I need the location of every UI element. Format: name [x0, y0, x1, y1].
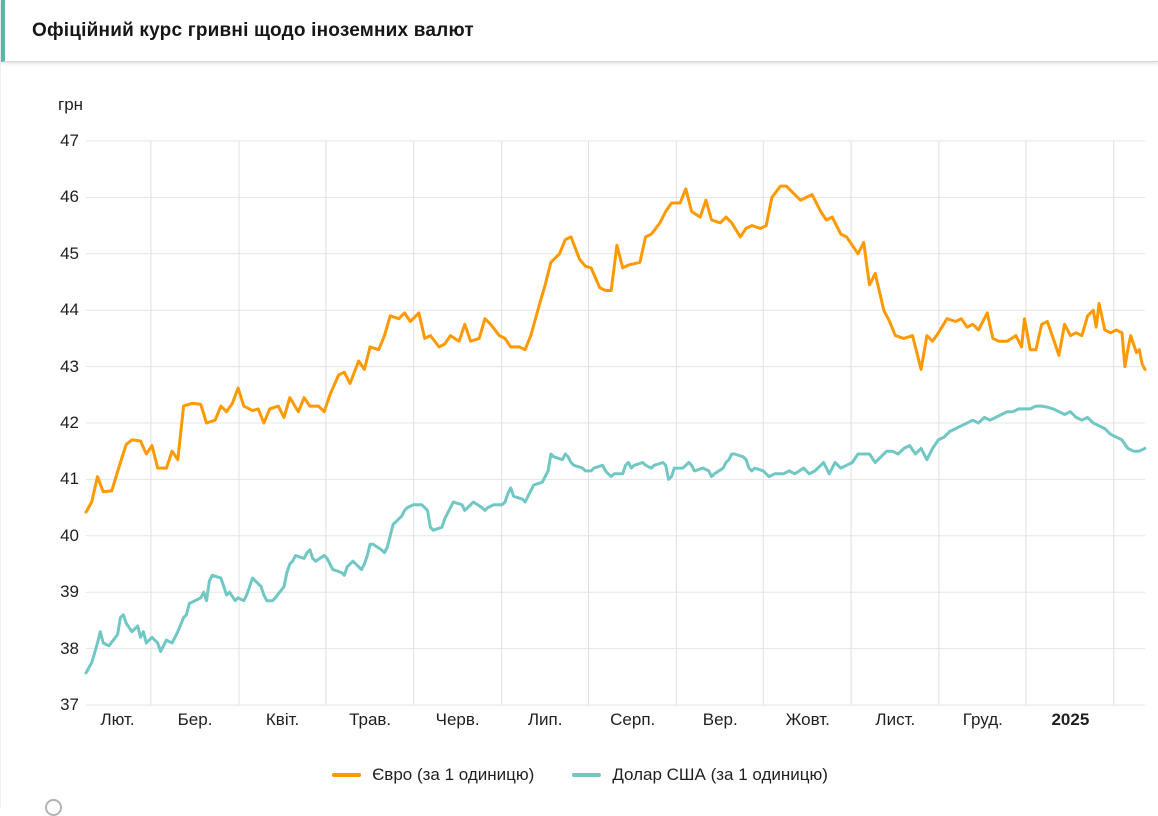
x-tick-label: Серп. [610, 710, 656, 729]
x-tick-label: 2025 [1051, 710, 1090, 729]
legend-dash-icon [332, 773, 362, 777]
y-tick-label: 39 [60, 582, 79, 602]
x-tick-label: Лист. [875, 710, 916, 729]
x-tick-label: Вер. [702, 710, 738, 729]
series-line-usd[interactable] [84, 404, 1147, 675]
y-tick-label: 45 [60, 243, 79, 263]
y-tick-label: 47 [60, 131, 79, 150]
legend-item-usd: Долар США (за 1 одиницю) [572, 765, 828, 785]
y-axis-unit-label: грн [58, 95, 84, 114]
chart-legend: Євро (за 1 одиницю) Долар США (за 1 одини… [1, 765, 1158, 785]
card-header: Офіційний курс гривні щодо іноземних вал… [1, 0, 1158, 62]
x-tick-label: Лип. [527, 710, 563, 729]
legend-dash-icon [572, 773, 602, 777]
exchange-rate-chart[interactable]: грн 47 46 45 44 43 42 41 40 39 38 37 Лют. Бер. Квіт.… [1, 62, 1158, 808]
y-tick-label: 41 [60, 469, 79, 489]
y-tick-label: 38 [60, 638, 79, 658]
legend-label: Євро (за 1 одиницю) [372, 765, 535, 784]
y-tick-label: 43 [60, 356, 79, 376]
legend-label: Долар США (за 1 одиницю) [612, 765, 828, 784]
series-line-eur[interactable] [84, 184, 1147, 514]
y-tick-label: 40 [60, 525, 79, 545]
x-tick-label: Жовт. [785, 710, 830, 729]
y-tick-label: 42 [60, 413, 79, 432]
x-tick-label: Бер. [177, 710, 213, 729]
legend-item-eur: Євро (за 1 одиницю) [332, 765, 534, 785]
y-tick-label: 44 [60, 300, 79, 320]
page-title: Офіційний курс гривні щодо іноземних вал… [32, 20, 474, 41]
y-tick-label: 37 [60, 695, 79, 714]
x-tick-label: Квіт. [265, 710, 300, 729]
x-tick-label: Лют. [100, 710, 135, 729]
plot-area[interactable] [1, 62, 1158, 808]
x-tick-label: Черв. [435, 710, 480, 729]
y-tick-label: 46 [60, 187, 79, 207]
x-tick-label: Трав. [349, 710, 392, 729]
x-tick-label: Груд. [962, 710, 1003, 729]
